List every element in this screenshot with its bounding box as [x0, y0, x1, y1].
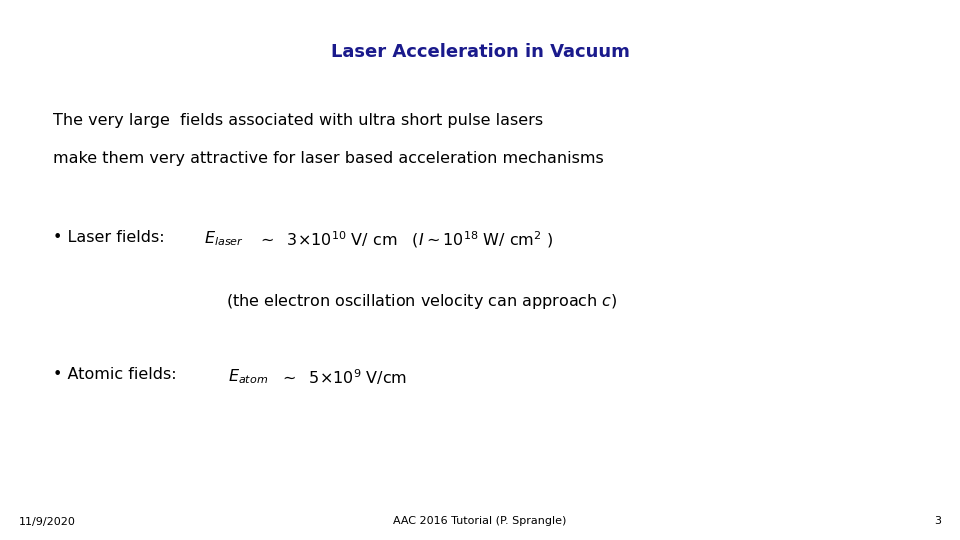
- Text: Laser Acceleration in Vacuum: Laser Acceleration in Vacuum: [330, 43, 630, 61]
- Text: $\sim$  $5{\times}10^{9}$ V/cm: $\sim$ $5{\times}10^{9}$ V/cm: [269, 367, 407, 387]
- Text: • Atomic fields:: • Atomic fields:: [53, 367, 192, 382]
- Text: $E_{laser}$: $E_{laser}$: [204, 230, 244, 248]
- Text: make them very attractive for laser based acceleration mechanisms: make them very attractive for laser base…: [53, 151, 604, 166]
- Text: 3: 3: [934, 516, 941, 526]
- Text: $E_{atom}$: $E_{atom}$: [228, 367, 268, 386]
- Text: $\sim$  $3{\times}10^{10}$ V/ cm   $(I \sim 10^{18}$ W/ cm$^{2}$ ): $\sim$ $3{\times}10^{10}$ V/ cm $(I \sim…: [247, 230, 553, 250]
- Text: The very large  fields associated with ultra short pulse lasers: The very large fields associated with ul…: [53, 113, 543, 129]
- Text: (the electron oscillation velocity can approach $c$): (the electron oscillation velocity can a…: [226, 292, 617, 310]
- Text: 11/9/2020: 11/9/2020: [19, 516, 76, 526]
- Text: • Laser fields:: • Laser fields:: [53, 230, 175, 245]
- Text: AAC 2016 Tutorial (P. Sprangle): AAC 2016 Tutorial (P. Sprangle): [394, 516, 566, 526]
